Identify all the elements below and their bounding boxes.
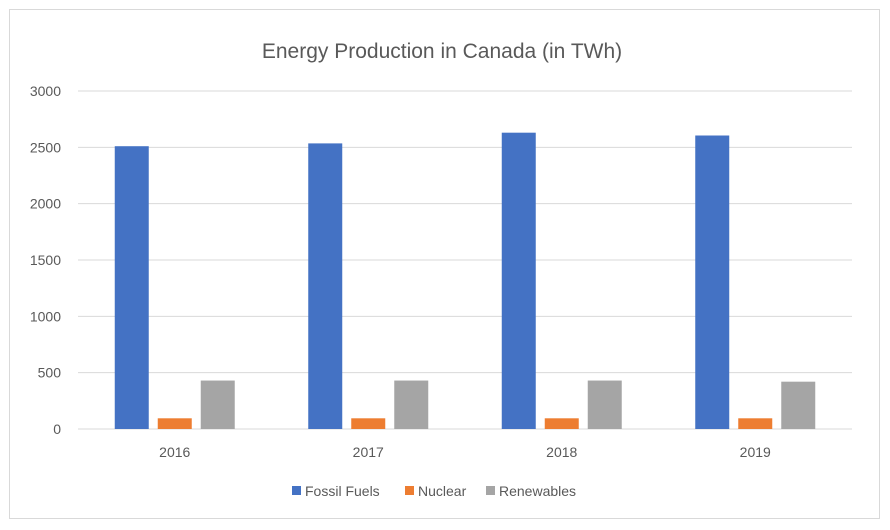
bar-fossil-fuels-2019 (695, 135, 730, 429)
y-tick-label: 1500 (30, 252, 61, 268)
bar-nuclear-2017 (351, 418, 386, 429)
bar-nuclear-2016 (157, 418, 192, 429)
chart-frame (9, 9, 880, 519)
x-tick-label: 2019 (740, 444, 771, 460)
x-tick-label: 2016 (159, 444, 190, 460)
bar-renewables-2019 (781, 381, 816, 429)
bar-renewables-2017 (394, 380, 429, 429)
bar-nuclear-2018 (544, 418, 579, 429)
legend-swatch-renewables (486, 486, 495, 495)
bar-fossil-fuels-2017 (308, 143, 343, 429)
y-tick-label: 500 (38, 365, 62, 381)
y-tick-label: 2000 (30, 196, 61, 212)
bar-renewables-2016 (200, 380, 235, 429)
x-tick-label: 2017 (353, 444, 384, 460)
legend-label: Fossil Fuels (305, 483, 380, 499)
legend-swatch-fossil-fuels (292, 486, 301, 495)
y-tick-label: 3000 (30, 83, 61, 99)
bar-renewables-2018 (587, 380, 622, 429)
bar-fossil-fuels-2016 (114, 146, 149, 429)
legend-label: Renewables (499, 483, 576, 499)
bar-nuclear-2019 (738, 418, 773, 429)
x-tick-label: 2018 (546, 444, 577, 460)
y-tick-label: 1000 (30, 308, 61, 324)
bar-fossil-fuels-2018 (501, 132, 536, 430)
y-tick-label: 0 (53, 421, 61, 437)
legend-swatch-nuclear (405, 486, 414, 495)
chart-title: Energy Production in Canada (in TWh) (262, 40, 622, 63)
y-tick-label: 2500 (30, 139, 61, 155)
legend-label: Nuclear (418, 483, 467, 499)
